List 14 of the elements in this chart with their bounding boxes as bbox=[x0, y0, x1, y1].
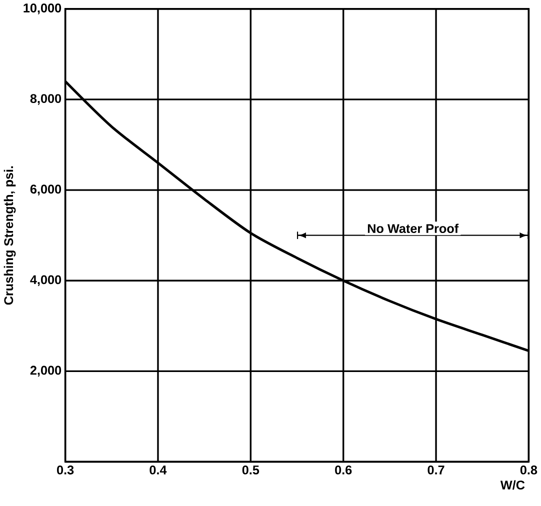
y-tick-label: 4,000 bbox=[30, 275, 62, 286]
y-tick-label: 10,000 bbox=[24, 4, 62, 14]
x-tick-label: 0.5 bbox=[242, 465, 260, 474]
x-tick-label: 0.7 bbox=[428, 465, 444, 474]
x-tick-label: 0.3 bbox=[57, 465, 74, 474]
x-tick-label: 0.4 bbox=[150, 465, 167, 474]
x-axis-title: W/C bbox=[500, 480, 525, 490]
annotation: No Water Proof bbox=[368, 224, 459, 234]
y-tick-label: 6,000 bbox=[30, 184, 62, 196]
y-tick-label: 2,000 bbox=[30, 366, 62, 377]
x-tick-label: 0.8 bbox=[520, 465, 538, 474]
y-axis-title: Crushing Strength, psi. bbox=[4, 166, 16, 305]
y-tick-label: 8,000 bbox=[30, 94, 62, 105]
x-tick-label: 0.6 bbox=[335, 465, 352, 474]
